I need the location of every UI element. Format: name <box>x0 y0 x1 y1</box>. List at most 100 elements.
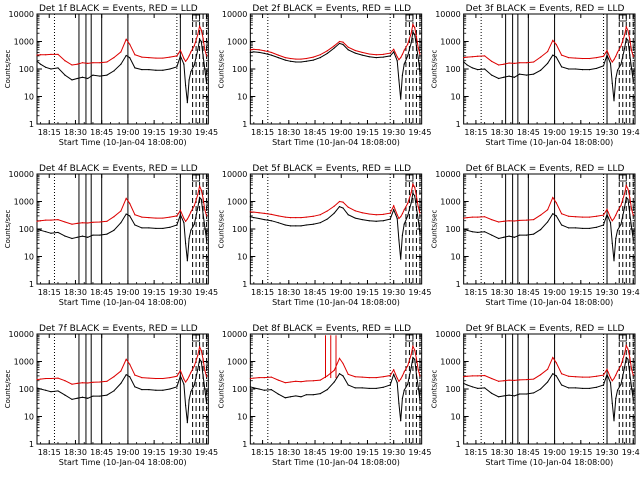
events-point <box>57 231 59 234</box>
events-point <box>532 233 535 235</box>
lld-point <box>611 220 613 222</box>
lld-point <box>519 379 521 381</box>
lld-point <box>300 381 302 383</box>
events-point <box>503 236 505 238</box>
lld-point <box>347 46 349 48</box>
y-tick-label: 1000 <box>14 198 34 207</box>
lld-point <box>36 220 38 222</box>
events-point <box>81 235 84 237</box>
lld-point <box>120 51 122 53</box>
events-point <box>407 215 409 217</box>
events-point <box>141 227 143 229</box>
events-point <box>400 420 402 422</box>
lld-point <box>162 217 164 219</box>
y-tick-label: 100 <box>445 225 460 234</box>
detector-panel-6: Det 6f BLACK = Events, RED = LLD 1 10 100 10… <box>431 164 640 307</box>
lld-point <box>87 62 89 64</box>
lld-point <box>595 375 598 377</box>
lld-point <box>113 216 115 218</box>
x-tick-label: 19:30 <box>595 128 618 137</box>
events-point <box>300 225 302 227</box>
y-tick-label: 100 <box>232 65 247 74</box>
events-point <box>508 394 510 396</box>
events-point <box>539 69 542 71</box>
lld-point <box>414 349 416 351</box>
lld-point <box>368 53 370 55</box>
x-tick-label: 18:15 <box>251 288 274 297</box>
lld-point <box>155 217 157 219</box>
lld-point <box>284 56 286 59</box>
events-point <box>190 229 192 231</box>
x-tick-label: 19:00 <box>116 448 139 457</box>
events-point <box>326 389 328 391</box>
events-point <box>410 42 412 44</box>
events-point <box>36 60 38 62</box>
x-axis-label: Start Time (10-Jan-04 18:08:00) <box>272 298 400 307</box>
events-point <box>141 69 143 71</box>
lld-point <box>519 62 521 64</box>
events-point <box>609 222 612 224</box>
events-point <box>629 213 631 215</box>
lld-point <box>202 197 204 199</box>
events-point <box>179 55 181 57</box>
events-point <box>574 68 577 70</box>
lld-point <box>615 374 617 376</box>
lld-point <box>508 220 510 222</box>
lld-point <box>471 375 474 377</box>
lld-point <box>312 380 314 382</box>
lld-point <box>412 183 414 185</box>
events-point <box>393 209 395 211</box>
events-point <box>113 70 115 72</box>
events-point <box>81 76 84 78</box>
lld-point <box>76 382 78 384</box>
lld-point <box>270 376 272 378</box>
lld-point <box>162 377 164 380</box>
lld-point <box>620 364 622 367</box>
events-point <box>560 66 563 68</box>
events-point <box>632 239 634 241</box>
lld-point <box>50 219 52 221</box>
panel-title: Det 9f BLACK = Events, RED = LLD <box>466 324 625 334</box>
lld-point <box>57 218 59 221</box>
lld-point <box>414 27 416 29</box>
lld-point <box>552 196 554 199</box>
lld-point <box>50 53 52 55</box>
events-point <box>354 387 356 389</box>
y-tick-label: 10000 <box>435 330 460 339</box>
lld-point <box>477 55 479 57</box>
lld-point <box>629 356 631 359</box>
lld-point <box>64 60 66 62</box>
events-point <box>253 387 255 389</box>
y-tick-label: 1000 <box>227 38 247 47</box>
events-point <box>382 220 384 222</box>
lld-point <box>202 37 204 39</box>
lld-point <box>407 202 409 205</box>
events-point <box>382 386 384 388</box>
events-point <box>64 394 66 396</box>
lld-point <box>546 368 549 370</box>
events-point <box>179 214 181 216</box>
events-point <box>342 207 344 209</box>
y-tick-label: 10000 <box>222 170 247 179</box>
lld-point <box>176 215 178 217</box>
x-tick-label: 18:15 <box>251 448 274 457</box>
lld-point <box>630 208 633 210</box>
events-point <box>463 228 465 230</box>
lld-point <box>398 58 400 61</box>
lld-point <box>609 216 612 219</box>
x-tick-label: 19:00 <box>330 448 353 457</box>
events-point <box>609 382 612 384</box>
events-point <box>466 229 468 231</box>
lld-point <box>338 200 341 203</box>
events-point <box>134 386 136 388</box>
y-tick-label: 10000 <box>222 330 247 339</box>
events-point <box>249 216 251 218</box>
x-tick-label: 18:45 <box>303 128 326 137</box>
events-point <box>76 77 78 80</box>
lld-point <box>419 212 421 214</box>
events-point <box>120 382 122 384</box>
y-tick-label: 1000 <box>440 38 460 47</box>
y-tick-label: 1 <box>456 280 461 289</box>
x-tick-label: 18:30 <box>64 288 87 297</box>
events-point <box>615 237 617 240</box>
